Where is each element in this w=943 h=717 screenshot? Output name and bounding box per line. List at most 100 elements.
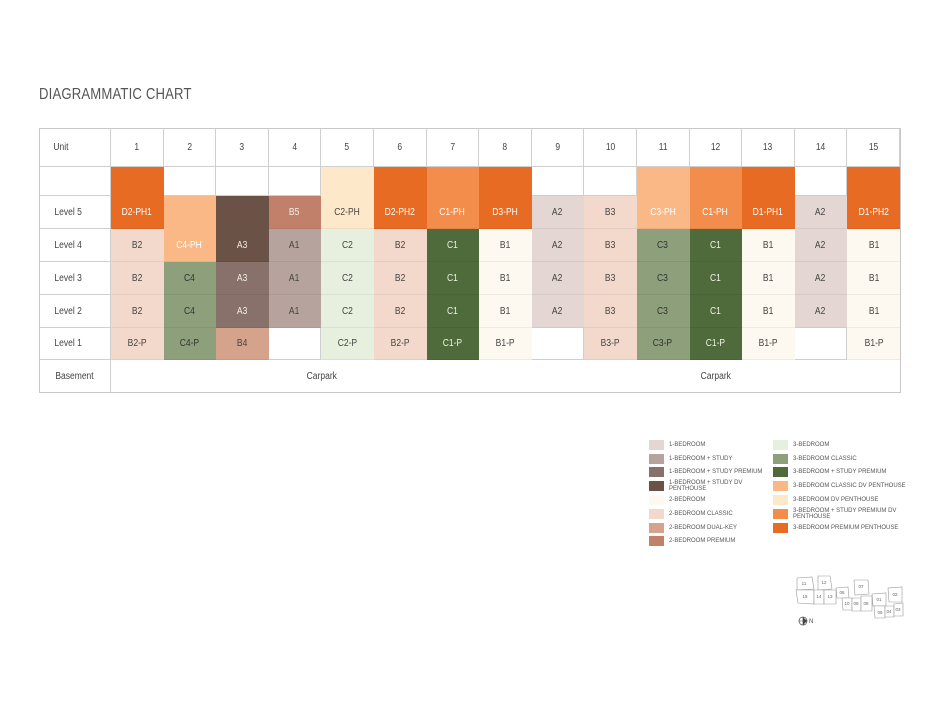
unit-cell: C2-P [321,328,374,360]
unit-cell-label: C1 [446,239,458,251]
legend-swatch [649,495,664,506]
unit-cell-label: A3 [236,305,248,317]
unit-cell: A2 [531,295,585,328]
unit-cell: B1 [742,295,795,328]
unit-cell: D1-PH2 [847,167,900,229]
unit-cell-label: B1-P [495,338,515,349]
unit-number: 2 [163,129,217,167]
unit-cell-label: D2-PH1 [121,207,152,218]
unit-cell-label: B4 [236,338,248,349]
unit-cell-label: B2 [394,272,405,284]
legend-swatch [773,522,788,533]
unit-cell-label: C2 [341,305,353,317]
unit-cell-label: B1 [868,272,879,284]
legend-item: 1-BEDROOM [649,438,773,452]
unit-cell: B1 [479,229,532,262]
legend-swatch [649,467,664,478]
legend-label: 1-BEDROOM + STUDY PREMIUM [669,469,763,476]
unit-number: 7 [426,129,480,167]
unit-cell-label: C2-P [337,338,357,349]
unit-cell-label: B1-P [864,338,884,349]
unit-cell: C1 [689,229,743,262]
unit-cell-label: C3 [657,305,669,317]
unit-cell-label: B2 [131,305,142,317]
site-block-label: 12 [821,580,827,585]
unit-cell: A1 [268,262,322,295]
legend-label: 3-BEDROOM CLASSIC [793,455,857,462]
unit-cell: B1-P [742,328,795,360]
unit-cell-label: B5 [289,206,300,218]
unit-number: 4 [268,129,322,167]
unit-cell-label: A1 [289,305,300,317]
unit-cell: B1 [742,262,795,295]
unit-cell-label: C2 [341,272,353,284]
unit-cell: A1 [268,295,322,328]
legend-item: 3-BEDROOM CLASSIC DV PENTHOUSE [773,479,913,493]
unit-cell-label: B1 [499,239,511,251]
unit-cell: C1 [426,262,480,295]
unit-cell: B1 [847,295,900,328]
unit-cell-label: B2 [131,272,142,284]
legend-swatch [773,508,788,519]
unit-number-label: 5 [344,142,350,153]
legend-swatch [649,481,664,492]
site-plan: 11 12 15 14 13 06 07 10 09 08 01 02 05 04 03 N [795,575,904,626]
unit-cell: B1 [847,229,900,262]
unit-cell: B2 [373,295,427,328]
unit-number: 6 [373,129,427,167]
legend-label: 2-BEDROOM [669,497,706,504]
unit-cell-label: D1-PH2 [858,207,889,218]
empty-cell [531,167,585,196]
empty-cell [163,167,217,196]
unit-cell-label: A1 [289,272,300,284]
unit-cell: A3 [216,262,269,295]
unit-number-label: 4 [292,142,297,153]
legend-item: 3-BEDROOM CLASSIC [773,452,913,466]
unit-cell-label: B2-P [390,338,410,349]
legend-label: 3-BEDROOM DV PENTHOUSE [793,497,879,504]
unit-cell: B2 [373,229,427,262]
unit-number: 1 [111,129,164,167]
unit-cell: B1 [479,295,532,328]
unit-number-label: 7 [450,142,455,153]
unit-cell: A3 [216,295,269,328]
carpark-cell: Carpark [532,360,900,393]
empty-cell [531,328,585,360]
site-block-label: 15 [802,594,808,599]
site-block-label: 04 [886,609,892,614]
site-block-label: 08 [863,601,869,606]
legend-label: 3-BEDROOM CLASSIC DV PENTHOUSE [793,483,906,490]
unit-cell-label: A2 [552,206,563,218]
level-label-label: Level 4 [54,239,82,251]
unit-number-label: 11 [658,142,668,153]
unit-cell-label: C2 [341,239,353,251]
site-block-label: 14 [816,594,822,599]
legend-item: 1-BEDROOM + STUDY DV PENTHOUSE [649,479,773,493]
unit-cell: C4-P [163,328,217,360]
unit-cell-label: B3 [604,206,616,218]
unit-number-label: 8 [502,142,508,153]
unit-number: 5 [321,129,374,167]
unit-cell-label: A2 [815,239,826,251]
unit-cell: D2-PH2 [373,167,427,229]
unit-cell: B2-P [111,328,164,360]
unit-number-label: 15 [868,142,878,153]
unit-number-label: 3 [239,142,245,153]
legend-item: 2-BEDROOM PREMIUM [649,535,773,549]
unit-cell-label: B1 [762,305,774,317]
unit-cell-label: C4 [183,272,195,284]
level-label: Level 4 [40,229,111,262]
unit-number-label: 14 [815,142,826,153]
legend-label: 3-BEDROOM PREMIUM PENTHOUSE [793,524,899,531]
legend-swatch [649,453,664,464]
legend-label: 2-BEDROOM CLASSIC [669,510,733,517]
unit-cell: C3-PH [636,167,690,229]
unit-cell: B3 [584,295,637,328]
basement-label-label: Basement [55,371,94,382]
unit-cell-label: B1 [499,272,511,284]
level-label: Level 5 [40,196,111,229]
unit-cell-label: C1-P [442,338,463,349]
unit-cell: B1-P [847,328,900,360]
legend-item: 3-BEDROOM DV PENTHOUSE [773,493,913,507]
unit-cell: B5 [268,196,322,229]
